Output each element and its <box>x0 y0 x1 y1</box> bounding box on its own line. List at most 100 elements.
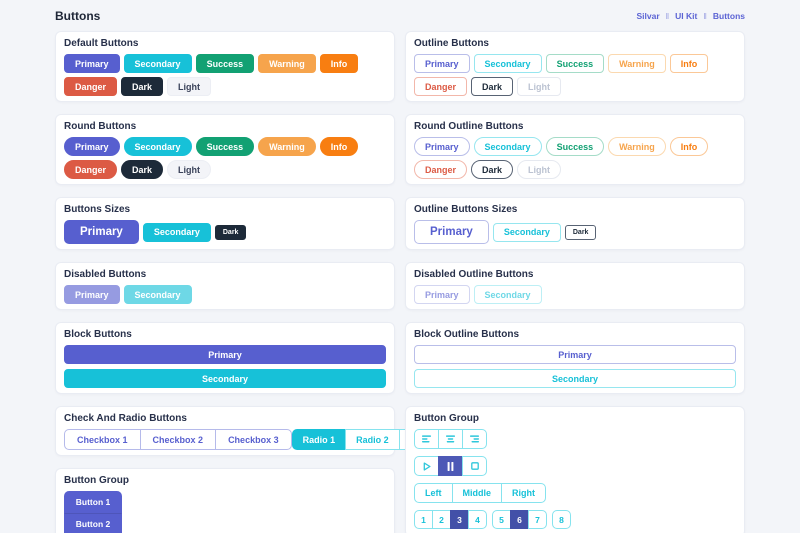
right-column: Outline Buttons Primary Secondary Succes… <box>405 31 745 533</box>
pagination-page-2[interactable]: 2 <box>432 510 451 529</box>
button-row: Primary Secondary Success Warning Info D… <box>64 137 386 179</box>
pagination-page-6[interactable]: 6 <box>510 510 529 529</box>
disabled-secondary-button[interactable]: Secondary <box>123 285 192 304</box>
outline-success-button[interactable]: Success <box>545 54 605 73</box>
card-title: Outline Buttons <box>414 38 489 49</box>
button-row: Primary Secondary Dark <box>414 220 736 244</box>
radio-1-button[interactable]: Radio 1 <box>291 429 347 450</box>
outline-secondary-button[interactable]: Secondary <box>473 54 542 73</box>
align-right-button[interactable] <box>462 429 487 449</box>
pagination-group-2: 5 6 7 <box>492 510 547 529</box>
light-button[interactable]: Light <box>167 77 212 96</box>
outline-warning-button[interactable]: Warning <box>608 54 666 73</box>
pagination-page-8[interactable]: 8 <box>552 510 571 529</box>
outline-info-button[interactable]: Info <box>669 54 709 73</box>
warning-button[interactable]: Warning <box>258 54 316 73</box>
content-columns: Default Buttons Primary Secondary Succes… <box>55 31 745 533</box>
disabled-primary-button[interactable]: Primary <box>64 285 120 304</box>
block-secondary-button[interactable]: Secondary <box>64 369 386 388</box>
block-outline-primary-button[interactable]: Primary <box>414 345 736 364</box>
button-row: Primary Secondary Success Warning Info D… <box>64 54 386 96</box>
round-outline-info-button[interactable]: Info <box>669 137 709 156</box>
align-left-icon <box>422 435 431 443</box>
card-title: Button Group <box>64 475 129 486</box>
outline-dark-button[interactable]: Dark <box>471 77 514 96</box>
round-danger-button[interactable]: Danger <box>64 160 118 179</box>
left-column: Default Buttons Primary Secondary Succes… <box>55 31 454 533</box>
round-outline-dark-button[interactable]: Dark <box>471 160 514 179</box>
card-title: Disabled Outline Buttons <box>414 269 534 280</box>
pause-button[interactable] <box>438 456 463 476</box>
round-outline-warning-button[interactable]: Warning <box>608 137 666 156</box>
button-stack: Primary Secondary <box>414 345 736 388</box>
round-outline-success-button[interactable]: Success <box>545 137 605 156</box>
breadcrumb: Silvar ‖ UI Kit ‖ Buttons <box>637 11 746 21</box>
button-row: Primary Secondary Success Warning Info D… <box>414 137 736 179</box>
checkbox-1-button[interactable]: Checkbox 1 <box>64 429 141 450</box>
disabled-outline-primary-button[interactable]: Primary <box>414 285 470 304</box>
card-outline-buttons-sizes: Outline Buttons Sizes Primary Secondary … <box>405 197 745 250</box>
round-info-button[interactable]: Info <box>319 137 359 156</box>
danger-button[interactable]: Danger <box>64 77 118 96</box>
align-center-button[interactable] <box>438 429 463 449</box>
round-outline-danger-button[interactable]: Danger <box>414 160 468 179</box>
pagination-page-5[interactable]: 5 <box>492 510 511 529</box>
card-outline-buttons: Outline Buttons Primary Secondary Succes… <box>405 31 745 102</box>
left-button[interactable]: Left <box>414 483 453 503</box>
block-outline-secondary-button[interactable]: Secondary <box>414 369 736 388</box>
dark-button[interactable]: Dark <box>121 77 164 96</box>
pagination-page-4[interactable]: 4 <box>468 510 487 529</box>
button-row: Primary Secondary Dark <box>64 220 386 244</box>
round-primary-button[interactable]: Primary <box>64 137 120 156</box>
middle-button[interactable]: Middle <box>451 483 502 503</box>
media-button-group <box>414 456 736 476</box>
right-button[interactable]: Right <box>501 483 546 503</box>
round-success-button[interactable]: Success <box>195 137 255 156</box>
checkbox-3-button[interactable]: Checkbox 3 <box>215 429 292 450</box>
medium-secondary-button[interactable]: Secondary <box>142 222 211 242</box>
medium-outline-secondary-button[interactable]: Secondary <box>492 222 561 242</box>
small-outline-dark-button[interactable]: Dark <box>564 224 597 240</box>
breadcrumb-item-ui-kit[interactable]: UI Kit <box>675 10 698 21</box>
position-button-group: Left Middle Right <box>414 483 736 503</box>
primary-button[interactable]: Primary <box>64 54 120 73</box>
stop-button[interactable] <box>462 456 487 476</box>
button-1[interactable]: Button 1 <box>64 491 122 513</box>
outline-primary-button[interactable]: Primary <box>414 54 470 73</box>
round-outline-secondary-button[interactable]: Secondary <box>473 137 542 156</box>
round-light-button[interactable]: Light <box>167 160 212 179</box>
card-disabled-outline-buttons: Disabled Outline Buttons Primary Seconda… <box>405 262 745 310</box>
block-primary-button[interactable]: Primary <box>64 345 386 364</box>
breadcrumb-item-silvar[interactable]: Silvar <box>636 10 660 21</box>
play-button[interactable] <box>414 456 439 476</box>
pagination-page-7[interactable]: 7 <box>528 510 547 529</box>
outline-light-button[interactable]: Light <box>517 77 562 96</box>
card-title: Button Group <box>414 413 479 424</box>
info-button[interactable]: Info <box>319 54 359 73</box>
round-outline-primary-button[interactable]: Primary <box>414 137 470 156</box>
card-title: Outline Buttons Sizes <box>414 204 518 215</box>
secondary-button[interactable]: Secondary <box>123 54 192 73</box>
pagination-page-1[interactable]: 1 <box>414 510 433 529</box>
round-secondary-button[interactable]: Secondary <box>123 137 192 156</box>
card-title: Round Buttons <box>64 121 137 132</box>
large-primary-button[interactable]: Primary <box>64 220 139 244</box>
button-2[interactable]: Button 2 <box>64 513 122 533</box>
small-dark-button[interactable]: Dark <box>214 224 247 240</box>
card-title: Round Outline Buttons <box>414 121 524 132</box>
round-outline-light-button[interactable]: Light <box>517 160 562 179</box>
align-left-button[interactable] <box>414 429 439 449</box>
page-title: Buttons <box>55 8 101 23</box>
pagination-group-3: 8 <box>552 510 571 529</box>
disabled-outline-secondary-button[interactable]: Secondary <box>473 285 542 304</box>
round-warning-button[interactable]: Warning <box>258 137 316 156</box>
checkbox-2-button[interactable]: Checkbox 2 <box>139 429 217 450</box>
card-button-group: Button Group <box>405 406 745 533</box>
large-outline-primary-button[interactable]: Primary <box>414 220 489 244</box>
pagination-page-3[interactable]: 3 <box>450 510 469 529</box>
breadcrumb-item-buttons[interactable]: Buttons <box>712 10 745 21</box>
success-button[interactable]: Success <box>195 54 255 73</box>
radio-2-button[interactable]: Radio 2 <box>345 429 400 450</box>
round-dark-button[interactable]: Dark <box>121 160 164 179</box>
outline-danger-button[interactable]: Danger <box>414 77 468 96</box>
